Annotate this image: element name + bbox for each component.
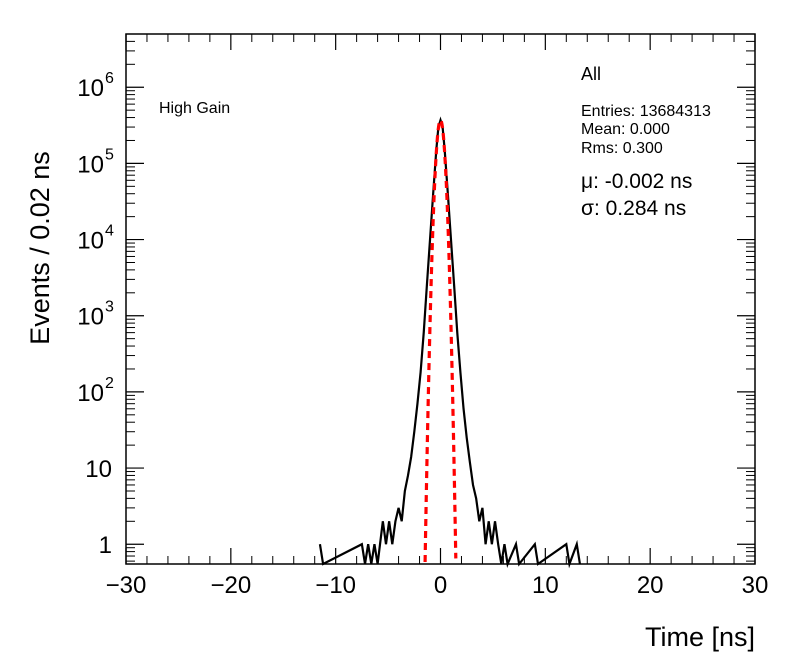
stats-title: All: [581, 64, 601, 84]
x-tick-label: 30: [742, 572, 769, 599]
x-tick-label: −30: [106, 572, 147, 599]
y-tick-label: 10: [77, 75, 104, 102]
y-tick-label: 10: [77, 380, 104, 407]
fit-mu: μ: -0.002 ns: [581, 170, 692, 193]
gaussian-fit-curve: [423, 118, 458, 563]
x-tick-label: −10: [315, 572, 356, 599]
y-tick-label: 10: [77, 304, 104, 331]
x-tick-label: 0: [434, 572, 447, 599]
x-axis: −30 −20 −10 0 10 20 30: [106, 34, 769, 599]
y-tick-exponent: 4: [105, 223, 114, 240]
y-tick-exponent: 3: [105, 299, 114, 316]
y-axis-title: Events / 0.02 ns: [25, 151, 55, 345]
y-tick-exponent: 6: [105, 70, 114, 87]
y-tick-label: 10: [77, 151, 104, 178]
fit-sigma: σ: 0.284 ns: [581, 197, 686, 220]
x-tick-label: −20: [210, 572, 251, 599]
stats-mean: Mean: 0.000: [581, 121, 670, 138]
y-tick-exponent: 2: [105, 375, 114, 392]
stats-rms: Rms: 0.300: [581, 140, 663, 157]
y-tick-label: 1: [99, 532, 112, 559]
x-axis-title: Time [ns]: [645, 622, 755, 652]
plot-content: [318, 116, 582, 569]
gain-label: High Gain: [159, 100, 230, 117]
x-tick-label: 20: [637, 572, 664, 599]
y-tick-label: 10: [85, 456, 112, 483]
y-tick-exponent: 5: [105, 146, 114, 163]
y-tick-label: 10: [77, 228, 104, 255]
x-tick-label: 10: [532, 572, 559, 599]
stats-entries: Entries: 13684313: [581, 103, 711, 120]
